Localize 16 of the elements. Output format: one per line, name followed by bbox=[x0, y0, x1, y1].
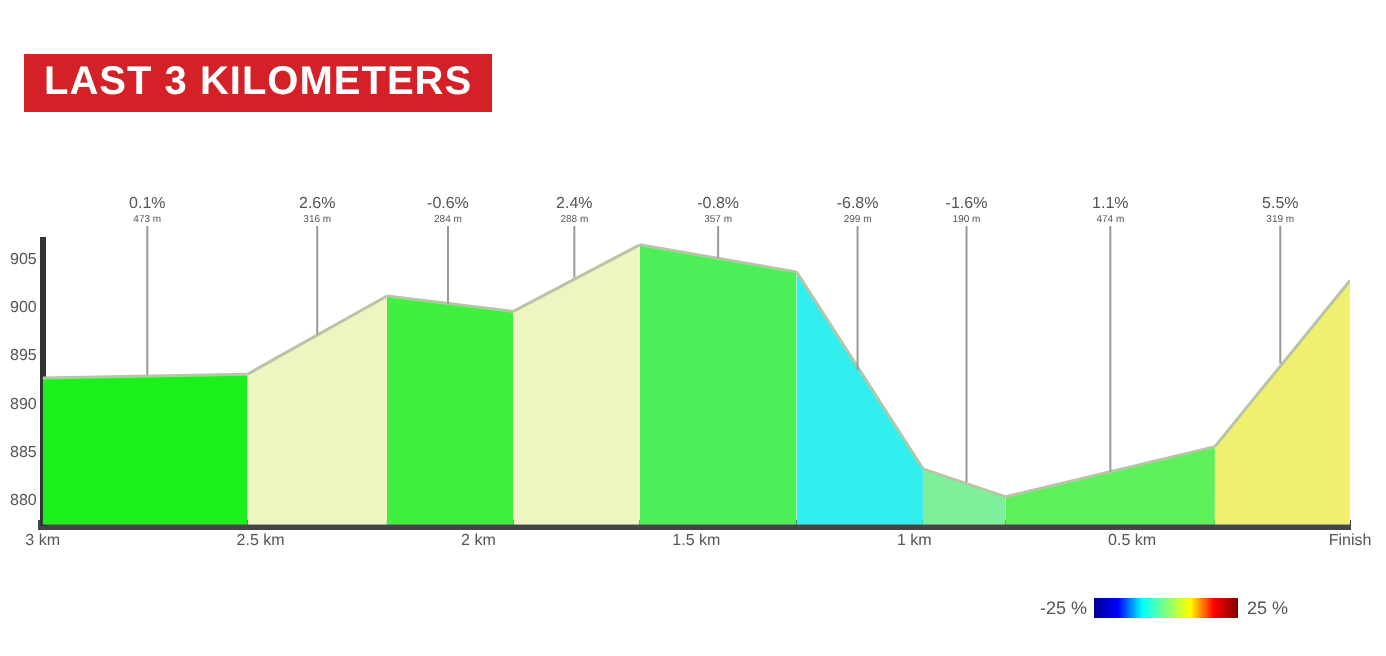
text: 25 % bbox=[1246, 598, 1288, 618]
y-tick-label: 900 bbox=[9, 297, 38, 316]
y-tick-label: 895 bbox=[9, 346, 38, 365]
x-tick-label: 1.5 km bbox=[672, 530, 722, 549]
y-tick-label: 880 bbox=[9, 491, 38, 510]
text: -25 % bbox=[1039, 598, 1087, 618]
y-tick-label: 905 bbox=[9, 249, 38, 268]
x-tick-label: 0.5 km bbox=[1108, 530, 1157, 549]
y-tick-label: 885 bbox=[9, 442, 38, 461]
x-tick-label: 1 km bbox=[896, 530, 933, 549]
x-tick-label: Finish bbox=[1328, 530, 1372, 549]
chart-title: LAST 3 KILOMETERS bbox=[24, 54, 493, 112]
x-tick-label: 3 km bbox=[25, 530, 61, 549]
x-tick-label: 2 km bbox=[461, 530, 497, 549]
y-tick-label: 890 bbox=[9, 394, 38, 413]
x-tick-label: 2.5 km bbox=[236, 530, 286, 549]
